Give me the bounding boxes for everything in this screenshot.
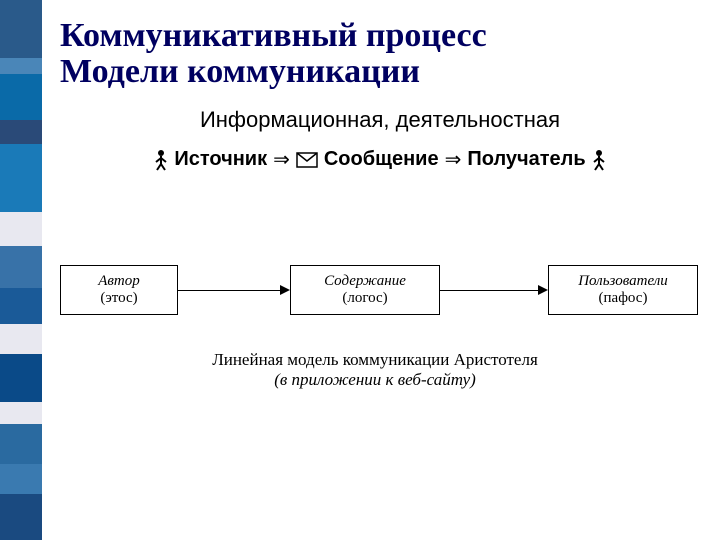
flow-line: Источник ⇒ Сообщение ⇒ Получатель [60,147,700,172]
sidebar-stripe [0,58,42,74]
node-sublabel: (логос) [342,290,387,307]
caption-line1: Линейная модель коммуникации Аристотеля [50,350,700,370]
sidebar-stripe [0,494,42,540]
sidebar-stripe [0,246,42,288]
flow-source: Источник [174,148,267,171]
sidebar-stripe [0,288,42,324]
node-sublabel: (этос) [100,290,137,307]
arrow-icon: ⇒ [273,147,290,172]
slide-title: Коммуникативный процесс Модели коммуника… [60,18,700,89]
sidebar-stripe [0,212,42,246]
node-label: Пользователи [578,273,668,290]
arrowhead-icon [538,285,548,295]
flow-message: Сообщение [324,148,439,171]
title-line1: Коммуникативный процесс [60,18,700,54]
envelope-icon [296,152,318,168]
person-icon [592,149,606,171]
caption-line2: (в приложении к веб-сайту) [50,370,700,390]
title-line2: Модели коммуникации [60,54,700,90]
slide-subtitle: Информационная, деятельностная [60,107,700,133]
sidebar-stripe [0,464,42,494]
diagram-node-content: Содержание(логос) [290,265,440,315]
sidebar-stripe [0,424,42,464]
person-icon [154,149,168,171]
flow-receiver: Получатель [467,148,585,171]
sidebar-stripe [0,354,42,402]
node-label: Содержание [324,273,406,290]
diagram-caption: Линейная модель коммуникации Аристотеля(… [50,350,700,390]
diagram-node-users: Пользователи(пафос) [548,265,698,315]
sidebar-stripe [0,120,42,144]
node-sublabel: (пафос) [599,290,648,307]
arrow-icon: ⇒ [445,147,462,172]
arrowhead-icon [280,285,290,295]
diagram: Автор(этос) Содержание(логос) Пользователи… [50,245,700,425]
sidebar-stripe [0,74,42,120]
sidebar-stripe [0,324,42,354]
decorative-sidebar [0,0,42,540]
sidebar-stripe [0,402,42,424]
slide-content: Коммуникативный процесс Модели коммуника… [60,18,700,172]
sidebar-stripe [0,144,42,212]
diagram-edge [440,290,538,291]
node-label: Автор [98,273,140,290]
diagram-node-author: Автор(этос) [60,265,178,315]
diagram-edge [178,290,280,291]
sidebar-stripe [0,0,42,58]
